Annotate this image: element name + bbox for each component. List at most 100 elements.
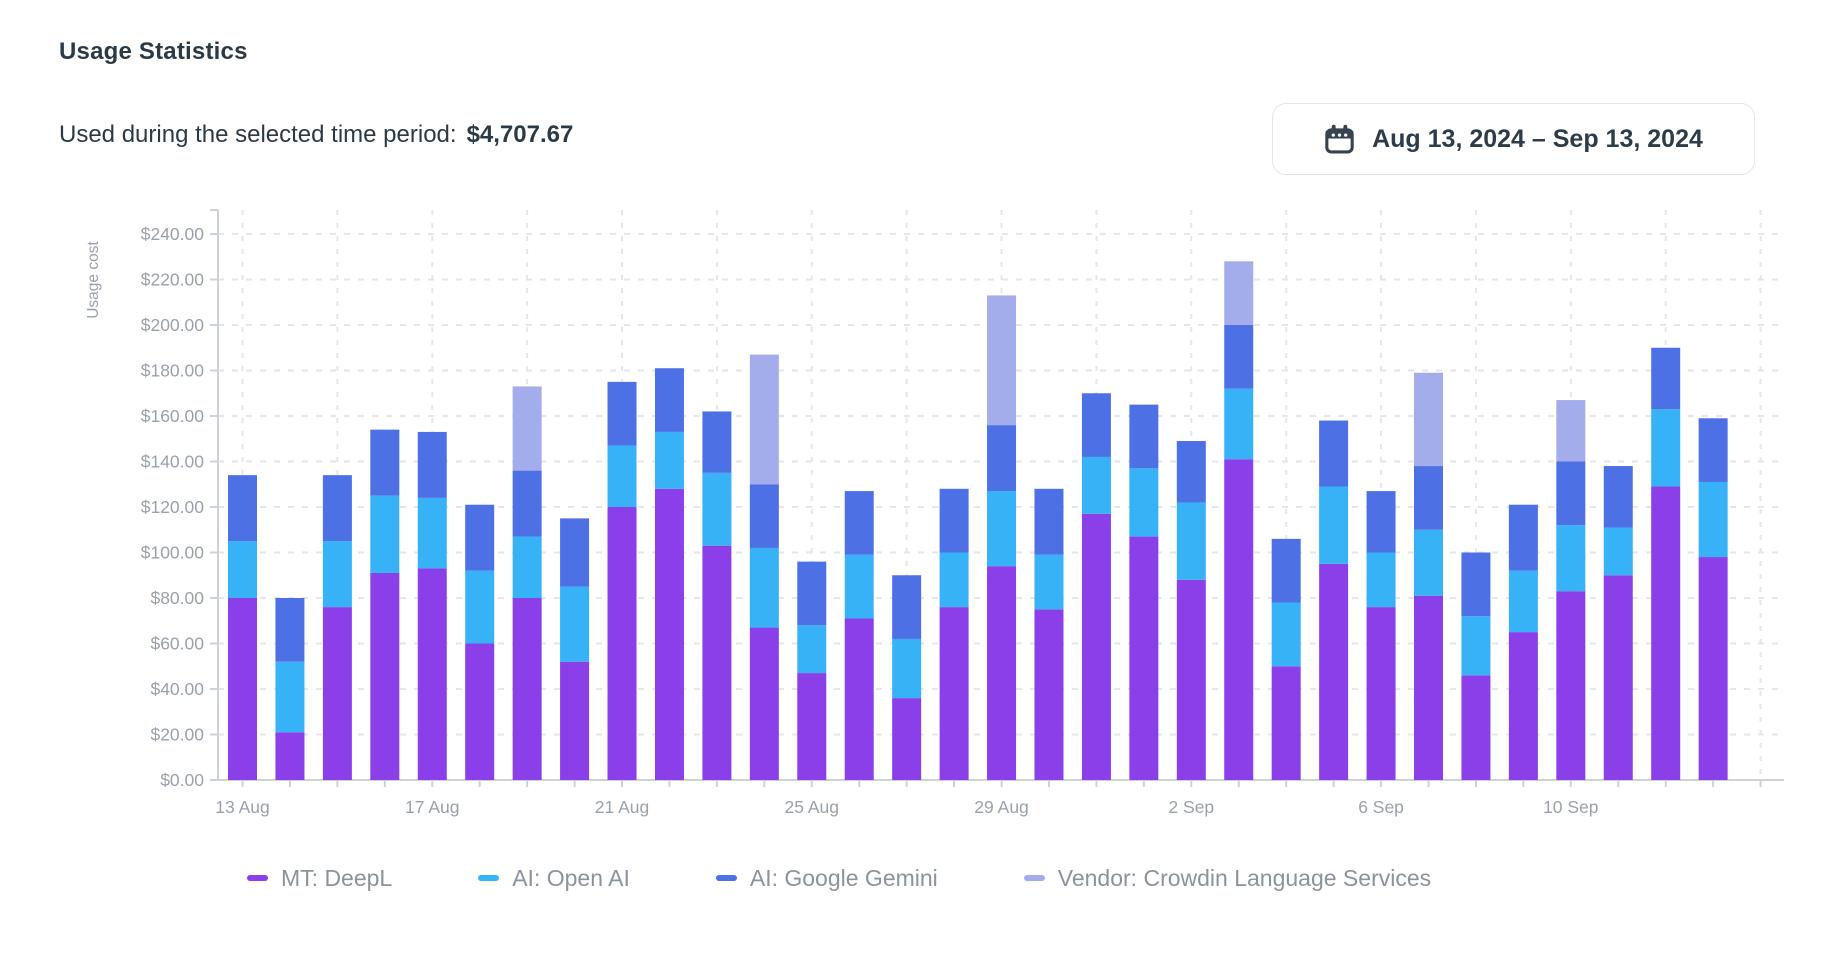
bar-segment-mt-deepl[interactable] bbox=[987, 566, 1017, 780]
legend-item-vendor-crowdin-language-services[interactable]: Vendor: Crowdin Language Services bbox=[1023, 865, 1431, 892]
bar-segment-ai-google-gemini[interactable] bbox=[228, 475, 257, 542]
bar-segment-ai-open-ai[interactable] bbox=[512, 536, 542, 598]
bar-segment-mt-deepl[interactable] bbox=[607, 507, 637, 780]
bar-segment-mt-deepl[interactable] bbox=[1556, 591, 1586, 780]
bar-segment-mt-deepl[interactable] bbox=[1366, 607, 1396, 780]
bar-segment-ai-google-gemini[interactable] bbox=[892, 575, 922, 639]
bar-segment-ai-open-ai[interactable] bbox=[1224, 388, 1254, 460]
bar-segment-ai-open-ai[interactable] bbox=[607, 445, 637, 507]
bar-segment-ai-open-ai[interactable] bbox=[1034, 554, 1064, 610]
bar-segment-mt-deepl[interactable] bbox=[1651, 486, 1681, 780]
bar-segment-ai-open-ai[interactable] bbox=[1461, 616, 1491, 676]
bar-segment-ai-open-ai[interactable] bbox=[1508, 570, 1538, 633]
bar-segment-ai-open-ai[interactable] bbox=[749, 547, 779, 628]
bar-segment-vendor-crowdin-language-services[interactable] bbox=[1556, 400, 1586, 462]
bar-segment-mt-deepl[interactable] bbox=[1034, 609, 1064, 780]
bar-segment-ai-google-gemini[interactable] bbox=[275, 598, 305, 662]
legend-item-ai-google-gemini[interactable]: AI: Google Gemini bbox=[715, 865, 938, 892]
bar-segment-ai-google-gemini[interactable] bbox=[1461, 552, 1491, 617]
bar-segment-mt-deepl[interactable] bbox=[512, 598, 542, 780]
legend-item-ai-open-ai[interactable]: AI: Open AI bbox=[478, 865, 630, 892]
bar-segment-ai-google-gemini[interactable] bbox=[1129, 404, 1159, 469]
bar-segment-ai-open-ai[interactable] bbox=[844, 554, 874, 619]
bar-segment-ai-google-gemini[interactable] bbox=[1081, 393, 1111, 457]
bar-segment-mt-deepl[interactable] bbox=[1461, 675, 1491, 780]
bar-segment-ai-google-gemini[interactable] bbox=[1319, 420, 1349, 487]
bar-segment-ai-google-gemini[interactable] bbox=[1414, 466, 1443, 530]
bar-segment-ai-open-ai[interactable] bbox=[1176, 502, 1206, 580]
bar-segment-mt-deepl[interactable] bbox=[1698, 557, 1728, 780]
bar-segment-ai-google-gemini[interactable] bbox=[797, 561, 827, 626]
bar-segment-ai-google-gemini[interactable] bbox=[1271, 538, 1301, 603]
bar-segment-mt-deepl[interactable] bbox=[1508, 632, 1538, 780]
bar-segment-mt-deepl[interactable] bbox=[275, 732, 305, 780]
bar-segment-mt-deepl[interactable] bbox=[939, 607, 969, 780]
bar-segment-ai-open-ai[interactable] bbox=[1651, 409, 1681, 487]
bar-segment-ai-open-ai[interactable] bbox=[275, 661, 305, 733]
bar-segment-mt-deepl[interactable] bbox=[797, 673, 827, 780]
bar-segment-ai-open-ai[interactable] bbox=[892, 638, 922, 699]
bar-segment-ai-open-ai[interactable] bbox=[1414, 529, 1443, 596]
bar-segment-ai-open-ai[interactable] bbox=[465, 570, 495, 644]
bar-segment-ai-google-gemini[interactable] bbox=[1034, 488, 1064, 555]
bar-segment-mt-deepl[interactable] bbox=[465, 643, 495, 781]
bar-segment-ai-google-gemini[interactable] bbox=[465, 504, 495, 571]
bar-segment-ai-google-gemini[interactable] bbox=[607, 381, 637, 446]
bar-segment-ai-google-gemini[interactable] bbox=[417, 431, 447, 498]
bar-segment-ai-open-ai[interactable] bbox=[797, 625, 827, 674]
bar-segment-vendor-crowdin-language-services[interactable] bbox=[749, 354, 779, 485]
bar-segment-mt-deepl[interactable] bbox=[749, 627, 779, 780]
bar-segment-ai-open-ai[interactable] bbox=[370, 495, 400, 573]
bar-segment-mt-deepl[interactable] bbox=[1176, 579, 1206, 780]
bar-segment-ai-google-gemini[interactable] bbox=[1508, 504, 1538, 571]
bar-segment-mt-deepl[interactable] bbox=[370, 572, 400, 780]
bar-segment-mt-deepl[interactable] bbox=[560, 661, 590, 780]
bar-segment-ai-open-ai[interactable] bbox=[1556, 525, 1586, 592]
bar-segment-mt-deepl[interactable] bbox=[1129, 536, 1159, 780]
bar-segment-ai-open-ai[interactable] bbox=[987, 491, 1017, 567]
bar-segment-ai-open-ai[interactable] bbox=[1271, 602, 1301, 667]
bar-segment-ai-google-gemini[interactable] bbox=[1556, 461, 1586, 526]
bar-segment-vendor-crowdin-language-services[interactable] bbox=[1224, 261, 1254, 325]
bar-segment-ai-google-gemini[interactable] bbox=[1366, 491, 1396, 553]
bar-segment-mt-deepl[interactable] bbox=[1271, 666, 1301, 780]
bar-segment-ai-open-ai[interactable] bbox=[417, 497, 447, 569]
bar-segment-mt-deepl[interactable] bbox=[702, 545, 732, 780]
bar-segment-ai-google-gemini[interactable] bbox=[1224, 325, 1254, 389]
bar-segment-mt-deepl[interactable] bbox=[417, 568, 447, 780]
bar-segment-ai-google-gemini[interactable] bbox=[370, 429, 400, 496]
bar-segment-ai-google-gemini[interactable] bbox=[322, 475, 352, 542]
bar-segment-mt-deepl[interactable] bbox=[1224, 459, 1254, 780]
bar-segment-mt-deepl[interactable] bbox=[1414, 595, 1443, 780]
bar-segment-ai-open-ai[interactable] bbox=[1698, 481, 1728, 558]
bar-segment-ai-google-gemini[interactable] bbox=[512, 470, 542, 537]
bar-segment-ai-open-ai[interactable] bbox=[1319, 486, 1349, 564]
bar-segment-ai-open-ai[interactable] bbox=[1129, 468, 1159, 537]
bar-segment-mt-deepl[interactable] bbox=[1081, 513, 1111, 780]
bar-segment-ai-open-ai[interactable] bbox=[939, 552, 969, 608]
legend-item-mt-deepl[interactable]: MT: DeepL bbox=[247, 865, 392, 892]
bar-segment-ai-open-ai[interactable] bbox=[654, 431, 684, 489]
bar-segment-vendor-crowdin-language-services[interactable] bbox=[512, 386, 542, 471]
bar-segment-mt-deepl[interactable] bbox=[322, 607, 352, 780]
date-range-picker[interactable]: Aug 13, 2024 – Sep 13, 2024 bbox=[1272, 103, 1755, 175]
bar-segment-mt-deepl[interactable] bbox=[844, 618, 874, 780]
bar-segment-ai-open-ai[interactable] bbox=[322, 541, 352, 608]
bar-segment-ai-open-ai[interactable] bbox=[1603, 527, 1633, 576]
bar-segment-ai-open-ai[interactable] bbox=[1081, 456, 1111, 514]
bar-segment-ai-open-ai[interactable] bbox=[1366, 552, 1396, 608]
bar-segment-mt-deepl[interactable] bbox=[228, 598, 257, 780]
bar-segment-mt-deepl[interactable] bbox=[1603, 575, 1633, 780]
bar-segment-ai-google-gemini[interactable] bbox=[654, 368, 684, 432]
bar-segment-mt-deepl[interactable] bbox=[892, 698, 922, 780]
bar-segment-ai-google-gemini[interactable] bbox=[987, 425, 1017, 492]
bar-segment-ai-google-gemini[interactable] bbox=[1651, 347, 1681, 410]
bar-segment-vendor-crowdin-language-services[interactable] bbox=[1414, 372, 1443, 467]
bar-segment-ai-google-gemini[interactable] bbox=[939, 488, 969, 553]
bar-segment-ai-google-gemini[interactable] bbox=[1698, 418, 1728, 482]
bar-segment-ai-google-gemini[interactable] bbox=[844, 491, 874, 555]
bar-segment-mt-deepl[interactable] bbox=[654, 488, 684, 780]
bar-segment-ai-open-ai[interactable] bbox=[228, 541, 257, 598]
bar-segment-ai-google-gemini[interactable] bbox=[702, 411, 732, 473]
bar-segment-ai-google-gemini[interactable] bbox=[1603, 466, 1633, 528]
